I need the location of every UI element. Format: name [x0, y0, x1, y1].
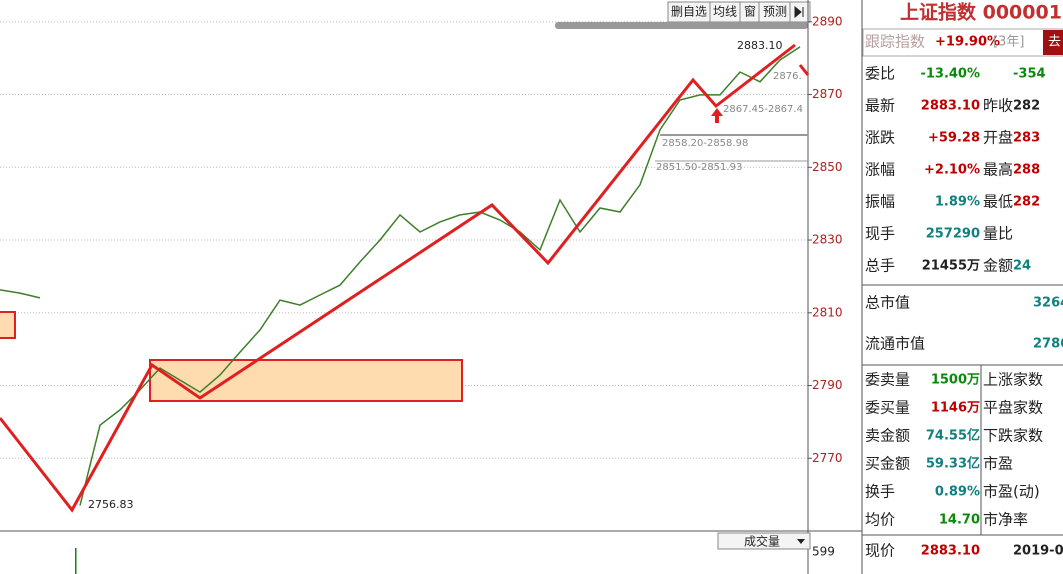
- row-value: -354: [1013, 67, 1046, 82]
- y-tick-label: 2810: [812, 305, 843, 319]
- plot: [0, 46, 801, 506]
- volume-bar: [75, 548, 77, 574]
- row-value: +2.10%: [924, 163, 980, 178]
- row-label: 开盘: [983, 129, 1013, 147]
- collapse-icon[interactable]: [794, 5, 804, 19]
- row-label: 金额: [983, 257, 1013, 275]
- row-value: 2883.10: [921, 99, 980, 114]
- up-arrow: [711, 108, 723, 123]
- panel-title: 上证指数 000001: [900, 1, 1062, 24]
- trend-drawing: [798, 64, 810, 76]
- row-label: 涨跌: [865, 129, 895, 147]
- row-label: 市盈: [983, 455, 1013, 473]
- row-value: 3264: [1033, 296, 1063, 311]
- row-label: 委买量: [865, 399, 910, 417]
- row-value: 282: [1013, 99, 1040, 114]
- row-label: 涨幅: [865, 161, 895, 179]
- row-label: 委卖量: [865, 371, 910, 389]
- row-value: 2883.10: [921, 544, 980, 559]
- row-value: 24: [1013, 259, 1031, 274]
- range-label: 2876.: [773, 71, 802, 82]
- row-value: 59.33亿: [926, 456, 980, 472]
- row-label: 换手: [865, 483, 895, 501]
- row-value: 283: [1013, 131, 1040, 146]
- price-label: 2756.83: [88, 498, 134, 511]
- row-label: 上涨家数: [983, 371, 1043, 389]
- tracking-label: 跟踪指数: [865, 33, 925, 51]
- row-value: 1.89%: [935, 195, 980, 210]
- row-value: 0.89%: [935, 485, 980, 500]
- y-tick-label: 2850: [812, 160, 843, 174]
- trend-drawing: [0, 43, 796, 513]
- range-label: 2867.45-2867.4: [723, 104, 803, 115]
- row-label: 下跌家数: [983, 427, 1043, 445]
- row-value: 288: [1013, 163, 1040, 178]
- indicator-label: 成交量: [744, 534, 780, 549]
- row-value: 282: [1013, 195, 1040, 210]
- y-tick-label: 2830: [812, 233, 843, 247]
- scroll-bar[interactable]: [555, 22, 808, 29]
- volume-max: 599: [812, 545, 835, 559]
- tracking-value: +19.90%: [935, 35, 1000, 50]
- toolbar-button[interactable]: 预测: [763, 5, 787, 19]
- toolbar-button[interactable]: 均线: [713, 5, 737, 19]
- tracking-row: [862, 28, 1063, 57]
- row-value: 74.55亿: [926, 428, 980, 444]
- highlight-box: [0, 311, 16, 339]
- y-tick-label: 2870: [812, 87, 843, 101]
- row-value: 1500万: [931, 373, 980, 388]
- row-label: 买金额: [865, 455, 910, 473]
- row-value: 21455万: [922, 259, 980, 274]
- row-label: 均价: [865, 511, 895, 529]
- row-value: 2786: [1033, 337, 1063, 352]
- row-label: 流通市值: [865, 335, 925, 353]
- row-label: 平盘家数: [983, 399, 1043, 417]
- row-label: 卖金额: [865, 427, 910, 445]
- indicator-select[interactable]: [717, 532, 811, 550]
- range-label: 2858.20-2858.98: [662, 138, 748, 149]
- highlight-box: [149, 359, 463, 402]
- row-label: 最高: [983, 161, 1013, 179]
- tracking-period: [3年]: [993, 35, 1024, 50]
- row-label: 市净率: [983, 511, 1028, 529]
- row-label: 总手: [865, 257, 895, 275]
- row-label: 最低: [983, 193, 1013, 211]
- row-label: 振幅: [865, 193, 895, 211]
- y-tick-label: 2890: [812, 14, 843, 28]
- tracking-button[interactable]: [1043, 30, 1063, 55]
- price-label: 2883.10: [737, 39, 783, 52]
- row-value: 14.70: [939, 513, 980, 528]
- row-label: 量比: [983, 225, 1013, 243]
- y-tick-label: 2770: [812, 451, 843, 465]
- row-label: 总市值: [865, 294, 910, 312]
- y-tick-label: 2790: [812, 378, 843, 392]
- range-label: 2851.50-2851.93: [656, 162, 742, 173]
- row-value: 2019-08-: [1013, 544, 1063, 559]
- row-value: 1146万: [931, 401, 980, 416]
- row-label: 现手: [865, 225, 895, 243]
- toolbar-button[interactable]: 删自选: [671, 5, 707, 19]
- quote-panel: 上证指数 000001 跟踪指数 +19.90% [3年] 去 委比 -13.40…: [861, 0, 1063, 574]
- row-label: 昨收: [983, 97, 1013, 115]
- row-value: -13.40%: [920, 67, 980, 82]
- row-label: 现价: [865, 542, 895, 560]
- row-label: 市盈(动): [983, 483, 1040, 501]
- row-value: 257290: [926, 227, 980, 242]
- row-label: 最新: [865, 97, 895, 115]
- dropdown-icon: [797, 539, 805, 544]
- price-line: [0, 46, 801, 506]
- row-label: 委比: [865, 65, 895, 83]
- toolbar-button[interactable]: 窗: [744, 5, 756, 19]
- row-value: +59.28: [928, 131, 980, 146]
- tracking-button-label[interactable]: 去: [1048, 35, 1061, 50]
